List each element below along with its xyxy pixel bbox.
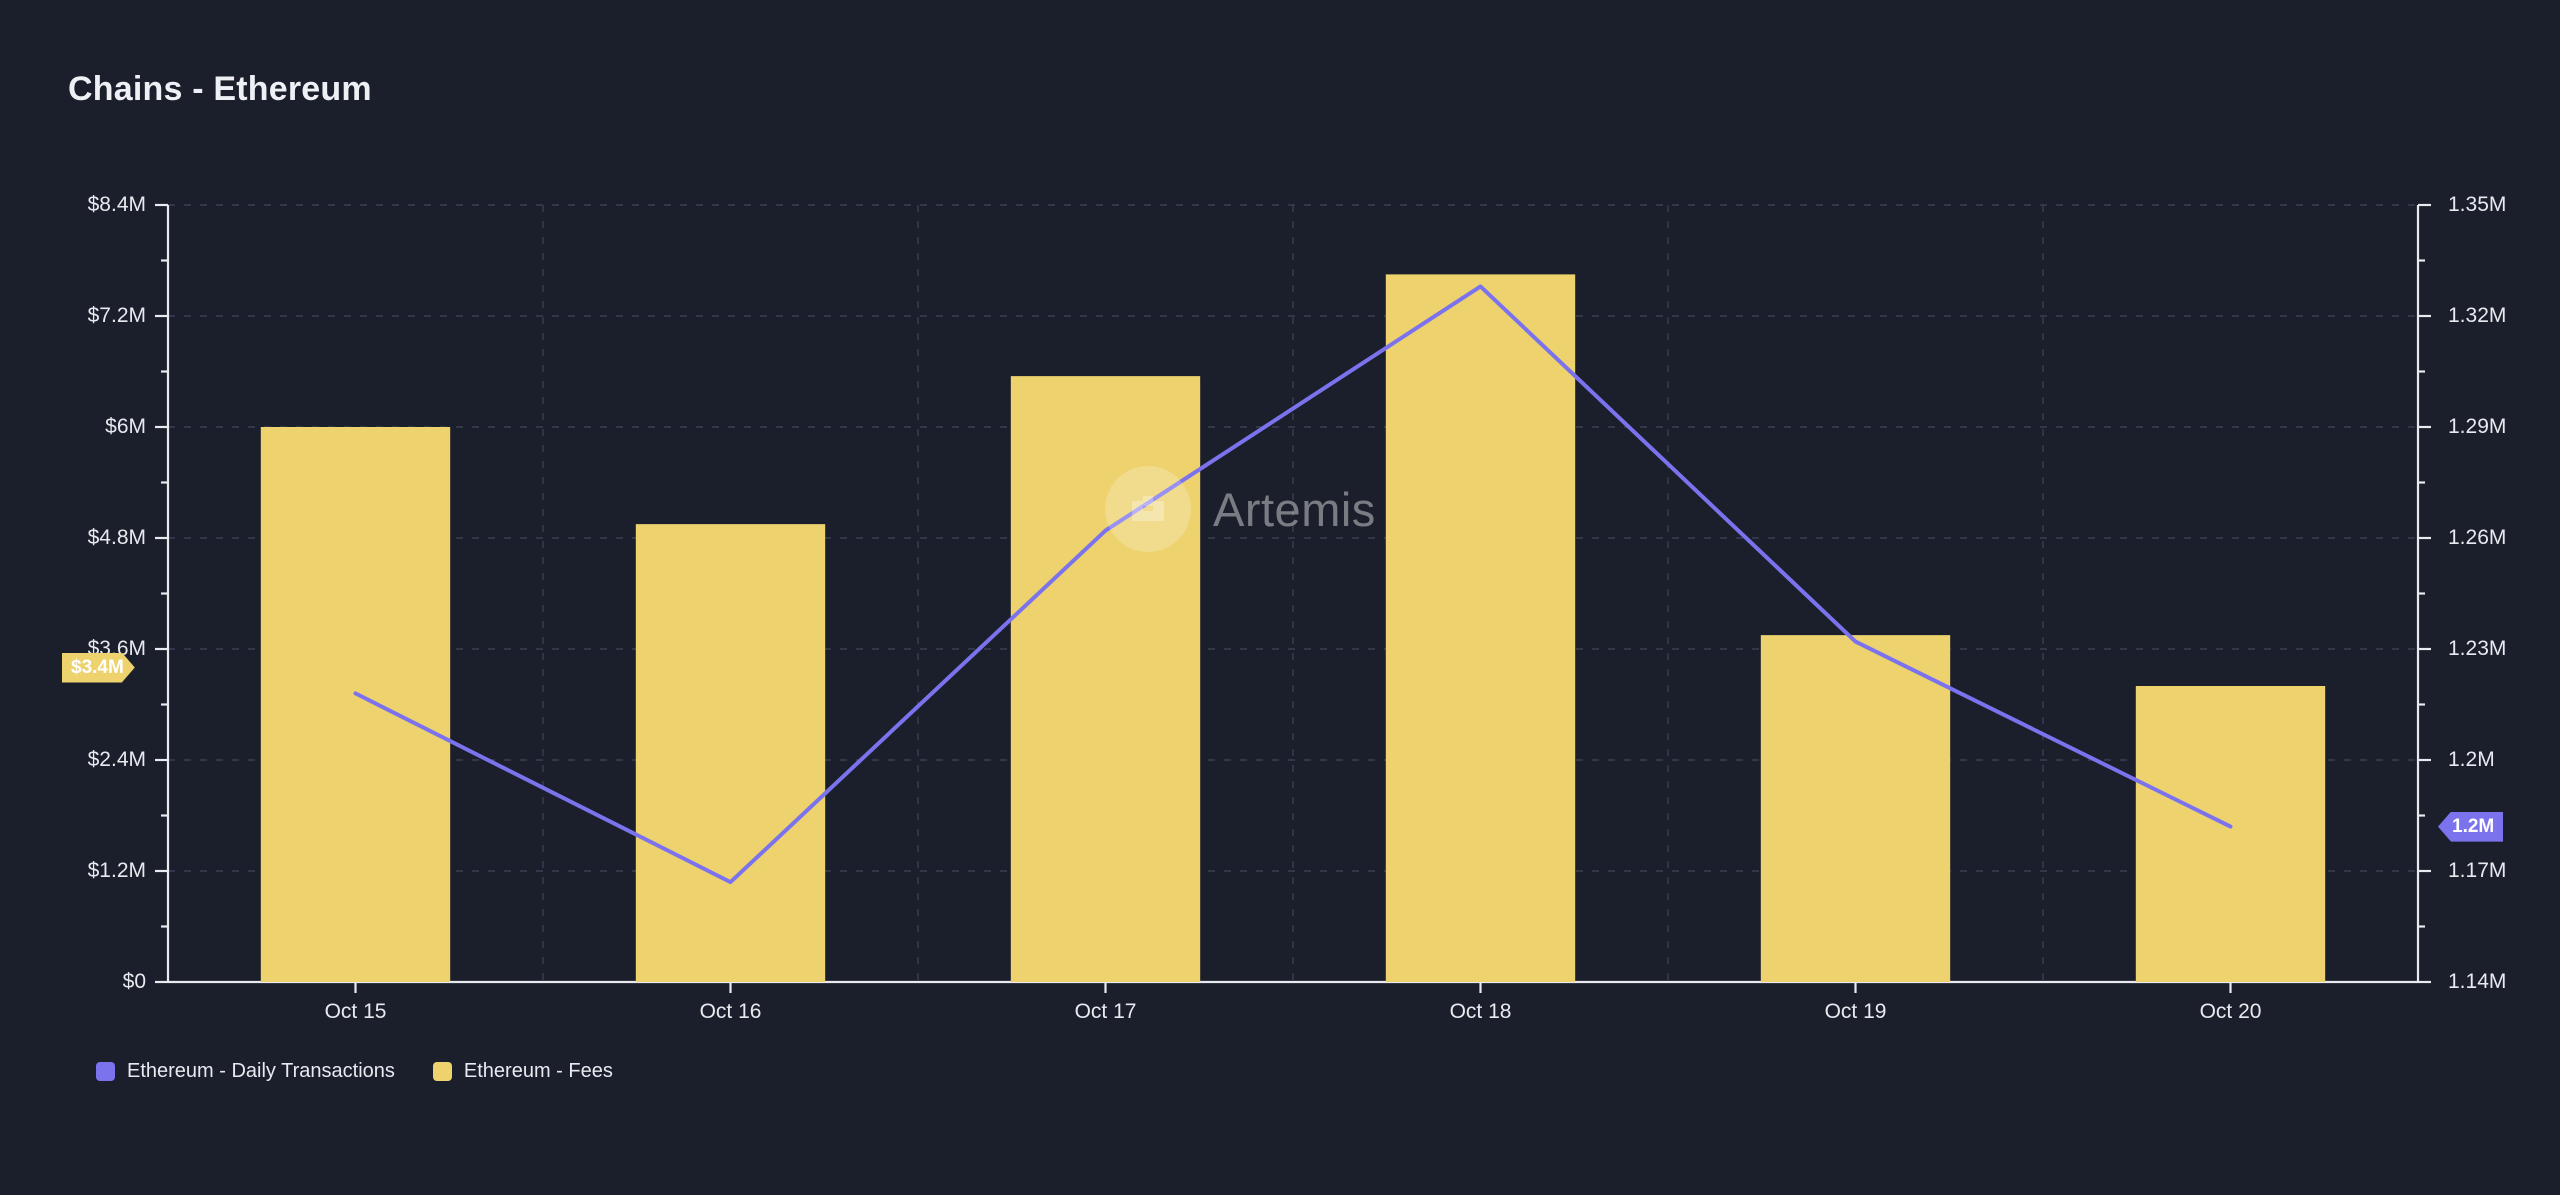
legend-item-label: Ethereum - Fees [463,1060,613,1082]
right-y-tick-label: 1.26M [2448,526,2507,549]
bar-column[interactable] [1010,376,1201,982]
left-y-tick-label: $7.2M [87,304,146,327]
right-y-axis-labels: 1.14M 1.17M 1.2M 1.23M 1.26M 1.29M 1.32M 1.35M [2438,193,2558,993]
right-y-tick-label: 1.23M [2448,637,2507,660]
bar-column[interactable] [260,427,451,982]
line-series [356,286,2231,882]
x-tick-label: Oct 15 [324,1000,387,1023]
axis-ticks [155,205,2431,993]
grid-lines [168,205,2418,982]
left-y-tick-label: $8.4M [87,193,146,216]
legend-swatch-icon [432,1062,452,1081]
legend-swatch-icon [96,1062,115,1081]
chart-legend: Ethereum - Daily Transactions Ethereum - … [96,1060,613,1083]
left-y-tick-label: $2.4M [87,748,146,771]
legend-item[interactable]: Ethereum - Fees [432,1060,613,1083]
right-y-tick-label: 1.29M [2448,415,2507,438]
right-y-tick-label: 1.32M [2448,304,2507,327]
right-axis-value-badge: 1.2M [2438,811,2504,842]
left-axis-value-badge: $3.4M [62,653,135,683]
right-y-tick-label: 1.14M [2448,970,2507,993]
legend-item[interactable]: Ethereum - Daily Transactions [96,1060,395,1083]
transactions-line[interactable] [356,286,2231,882]
left-y-tick-label: $0 [122,970,146,993]
legend-item-label: Ethereum - Daily Transactions [127,1060,395,1082]
right-y-tick-label: 1.2M [2448,748,2495,771]
left-y-tick-label: $6M [105,415,146,438]
x-tick-label: Oct 20 [2199,1000,2262,1023]
bar-column[interactable] [2135,686,2326,982]
chart-canvas [168,205,2418,982]
bar-series [260,274,2326,982]
right-y-tick-label: 1.17M [2448,859,2507,882]
x-tick-label: Oct 19 [1824,1000,1887,1023]
bar-column[interactable] [635,524,826,982]
left-y-tick-label: $4.8M [87,526,146,549]
plot-area[interactable] [168,205,2418,982]
right-y-tick-label: 1.35M [2448,193,2507,216]
left-y-tick-label: $1.2M [87,859,146,882]
bar-column[interactable] [1385,274,1576,982]
bar-column[interactable] [1760,635,1951,982]
x-tick-label: Oct 16 [699,1000,762,1023]
x-tick-label: Oct 18 [1449,1000,1512,1023]
page-title: Chains - Ethereum [68,70,372,108]
left-y-axis-labels: $0 $1.2M $2.4M $3.6M $4.8M $6M $7.2M $8.4M [38,193,158,993]
x-tick-label: Oct 17 [1074,1000,1137,1023]
x-axis-labels: Oct 15 Oct 16 Oct 17 Oct 18 Oct 19 Oct 20 [168,1000,2418,1040]
